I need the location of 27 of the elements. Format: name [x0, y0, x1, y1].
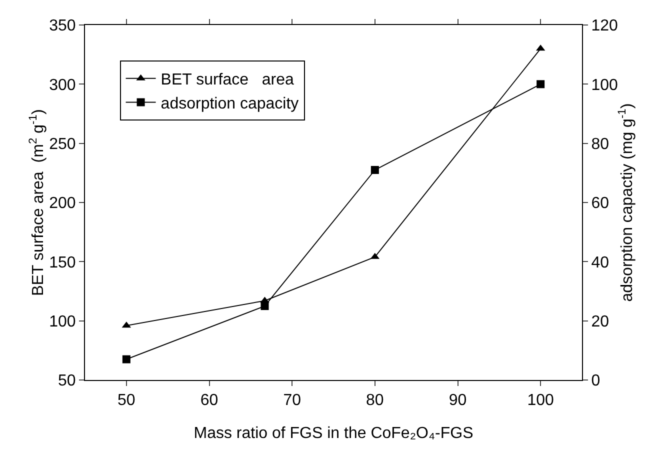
x-tick-label: 100: [527, 392, 554, 410]
y2-tick-label: 20: [591, 313, 610, 330]
legend-label: adsorption capacity: [160, 95, 299, 112]
y-tick-label: 250: [49, 136, 76, 153]
x-tick-label: 80: [366, 392, 384, 410]
x-tick-label: 90: [448, 392, 467, 410]
point: [260, 302, 269, 310]
y2-tick-label: 100: [591, 76, 618, 94]
y-tick-label: 200: [49, 195, 76, 212]
y2-tick-label: 40: [591, 254, 610, 272]
y-tick-label: 50: [58, 372, 76, 390]
point: [536, 80, 545, 88]
y2-tick-label: 120: [591, 18, 618, 35]
y2-tick-label: 60: [591, 195, 610, 212]
point: [370, 166, 379, 174]
x-tick-label: 60: [200, 392, 218, 410]
point: [122, 355, 130, 364]
x-tick-label: 70: [283, 392, 302, 410]
y-tick-label: 150: [49, 254, 76, 272]
y2-tick-label: 80: [591, 136, 610, 153]
x-axis-title: Mass ratio of FGS in the CoFe₂O₄-FGS: [194, 425, 474, 442]
y2-tick-label: 0: [591, 372, 600, 390]
y-tick-label: 100: [49, 313, 76, 330]
x-tick-label: 50: [118, 392, 136, 410]
legend-label: BET surface area: [160, 72, 294, 89]
y-tick-label: 300: [49, 76, 76, 94]
y-tick-label: 350: [49, 18, 76, 35]
